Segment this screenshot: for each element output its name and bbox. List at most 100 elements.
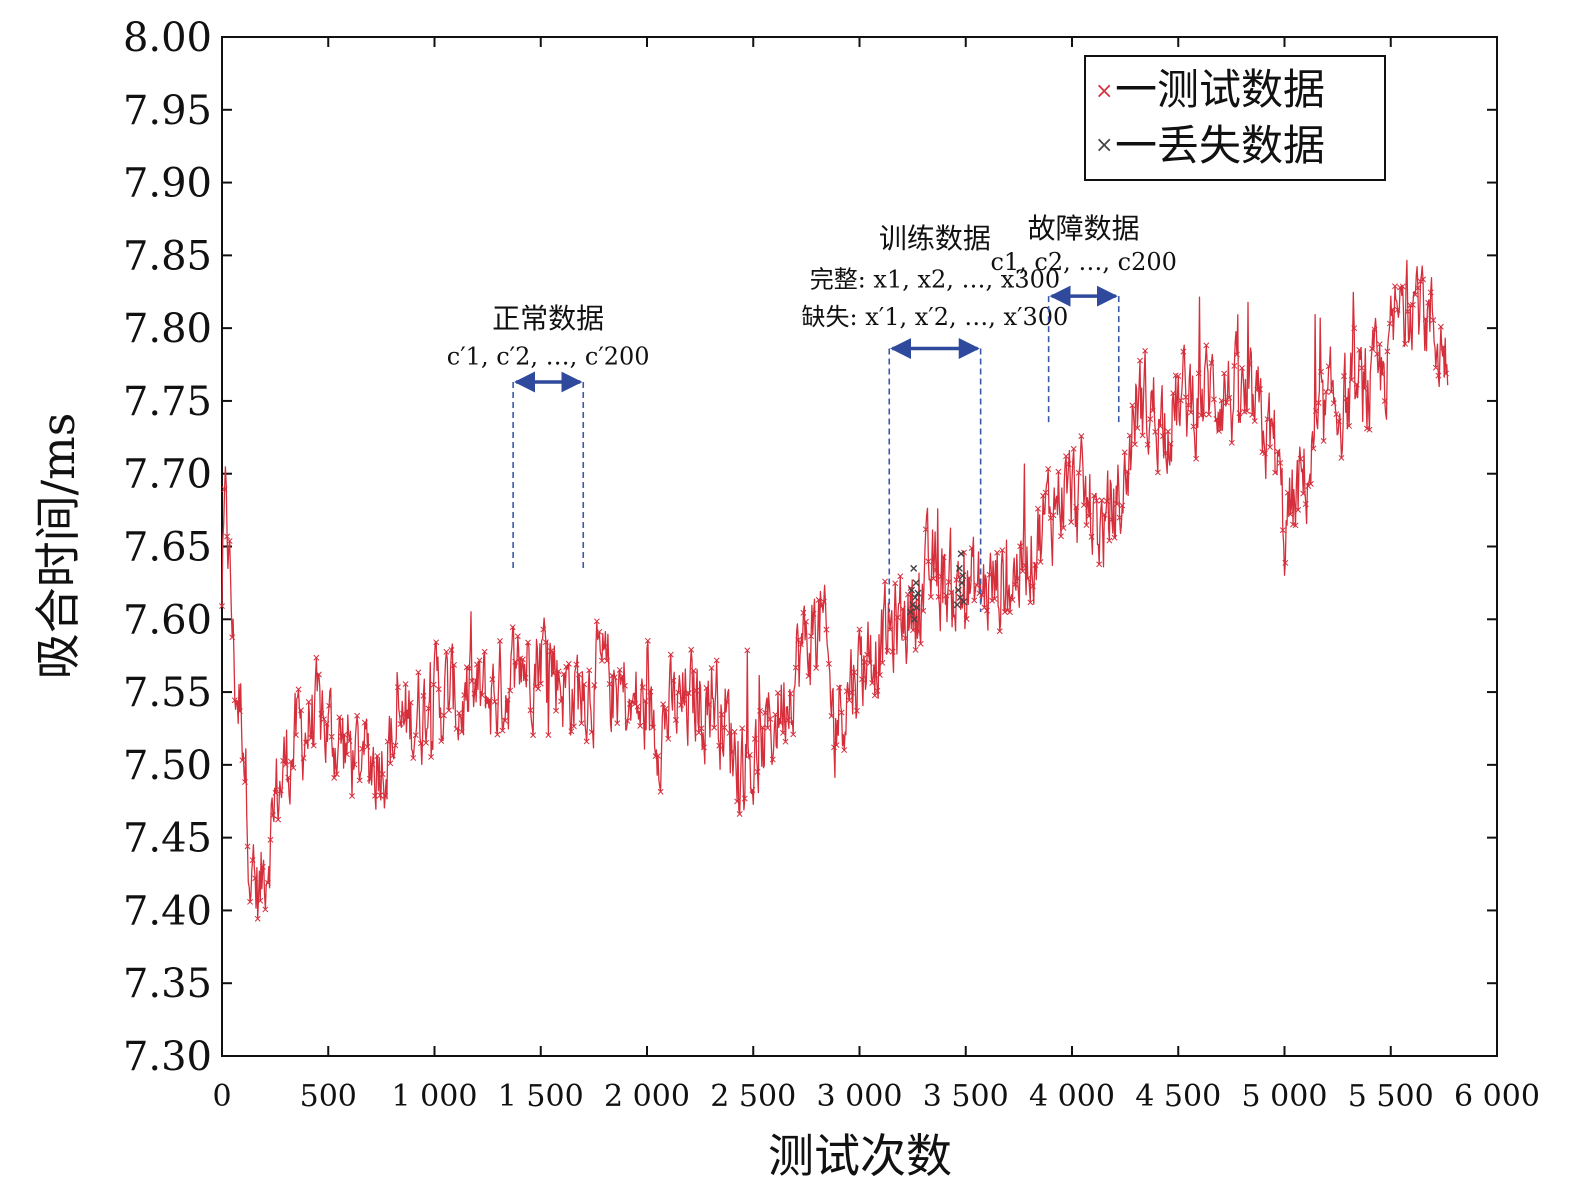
data-point-marker (859, 676, 866, 683)
data-point-marker (384, 738, 391, 745)
data-point-marker (425, 705, 432, 712)
annotation-title: 故障数据 (1028, 212, 1140, 245)
data-point-marker (550, 670, 557, 677)
data-point-marker (800, 609, 807, 616)
data-point-marker (494, 731, 501, 738)
data-point-marker (604, 657, 611, 664)
data-point-marker (1149, 407, 1156, 414)
data-point-marker (466, 665, 473, 672)
data-point-marker (1216, 428, 1223, 434)
data-point-marker (1307, 480, 1314, 487)
data-point-marker (537, 680, 544, 687)
missing-data-point (958, 579, 966, 587)
data-point-marker (359, 745, 366, 752)
data-point-marker (991, 595, 998, 602)
data-point-marker (751, 735, 758, 742)
missing-data-point (907, 608, 914, 616)
data-point-marker (558, 698, 565, 705)
data-point-marker (1295, 506, 1302, 513)
data-point-marker (239, 757, 246, 764)
y-tick-label: 7.90 (123, 161, 212, 207)
data-point-marker (1024, 575, 1031, 582)
data-point-marker (586, 667, 593, 674)
data-point-marker (496, 637, 503, 644)
data-point-marker (512, 658, 519, 665)
data-point-marker (780, 729, 786, 736)
data-point-marker (721, 724, 728, 731)
data-point-marker (1022, 562, 1029, 569)
data-point-marker (1376, 341, 1383, 348)
data-point-marker (1050, 512, 1057, 519)
data-point-marker (1300, 490, 1307, 497)
data-point-marker (262, 906, 269, 913)
data-point-marker (300, 755, 307, 762)
data-point-marker (912, 646, 919, 653)
data-point-marker (693, 687, 700, 694)
data-point-marker (1213, 416, 1220, 422)
missing-data-point (955, 564, 963, 572)
data-point-marker (989, 597, 996, 604)
data-point-marker (700, 744, 707, 751)
data-point-marker (769, 756, 776, 763)
data-point-marker (1412, 291, 1419, 298)
data-point-marker (899, 605, 906, 612)
data-point-marker (933, 567, 939, 573)
y-tick-label: 7.35 (123, 961, 212, 1007)
data-point-marker (1101, 511, 1108, 518)
data-point-marker (1228, 439, 1235, 446)
series-line-test-data (221, 259, 1449, 920)
y-tick-label: 7.55 (123, 670, 212, 716)
data-point-marker (1006, 609, 1013, 616)
data-point-marker (219, 603, 225, 610)
data-point-marker (672, 717, 679, 723)
missing-data-point (913, 604, 921, 612)
data-point-marker (382, 792, 389, 799)
data-point-marker (474, 661, 480, 668)
data-point-marker (331, 774, 338, 781)
data-point-marker (861, 659, 868, 666)
data-point-marker (581, 681, 588, 688)
data-point-marker (1027, 599, 1034, 606)
data-point-marker (226, 538, 233, 544)
data-point-marker (1264, 416, 1271, 423)
data-point-marker (310, 742, 317, 749)
data-point-marker (723, 698, 730, 705)
data-point-marker (346, 738, 353, 745)
missing-data-point (912, 579, 920, 587)
missing-data-point (911, 593, 919, 601)
data-point-marker (1093, 497, 1100, 504)
data-point-marker (1399, 283, 1406, 290)
data-point-marker (387, 760, 394, 767)
data-point-marker (889, 648, 896, 655)
data-point-marker (624, 718, 631, 724)
data-point-marker (866, 660, 873, 667)
data-point-marker (1348, 376, 1355, 383)
data-point-marker (1374, 351, 1381, 357)
data-point-marker (588, 729, 595, 736)
data-point-marker (1012, 581, 1019, 588)
data-point-marker (644, 637, 651, 644)
data-point-marker (308, 735, 315, 741)
data-point-marker (1366, 426, 1373, 433)
data-point-marker (1009, 596, 1016, 603)
x-axis-title: 测试次数 (768, 1129, 952, 1183)
data-point-marker (994, 549, 1001, 556)
data-point-marker (698, 725, 705, 732)
data-point-marker (726, 730, 733, 736)
data-point-marker (805, 673, 812, 680)
data-point-marker (1175, 373, 1182, 380)
data-point-marker (616, 666, 623, 673)
annotation-subtitle-2: 缺失: x′1, x′2, …, x′300 (802, 303, 1069, 331)
data-point-marker (1203, 342, 1210, 349)
data-point-marker (280, 757, 287, 764)
y-tick-label: 7.95 (123, 88, 212, 134)
legend-label-test: 一测试数据 (1115, 65, 1325, 114)
missing-data-point (959, 572, 967, 580)
data-point-marker (1231, 363, 1238, 369)
data-point-marker (553, 707, 560, 714)
data-point-marker (1239, 365, 1245, 371)
data-point-marker (1205, 411, 1212, 418)
data-point-marker (897, 573, 904, 580)
